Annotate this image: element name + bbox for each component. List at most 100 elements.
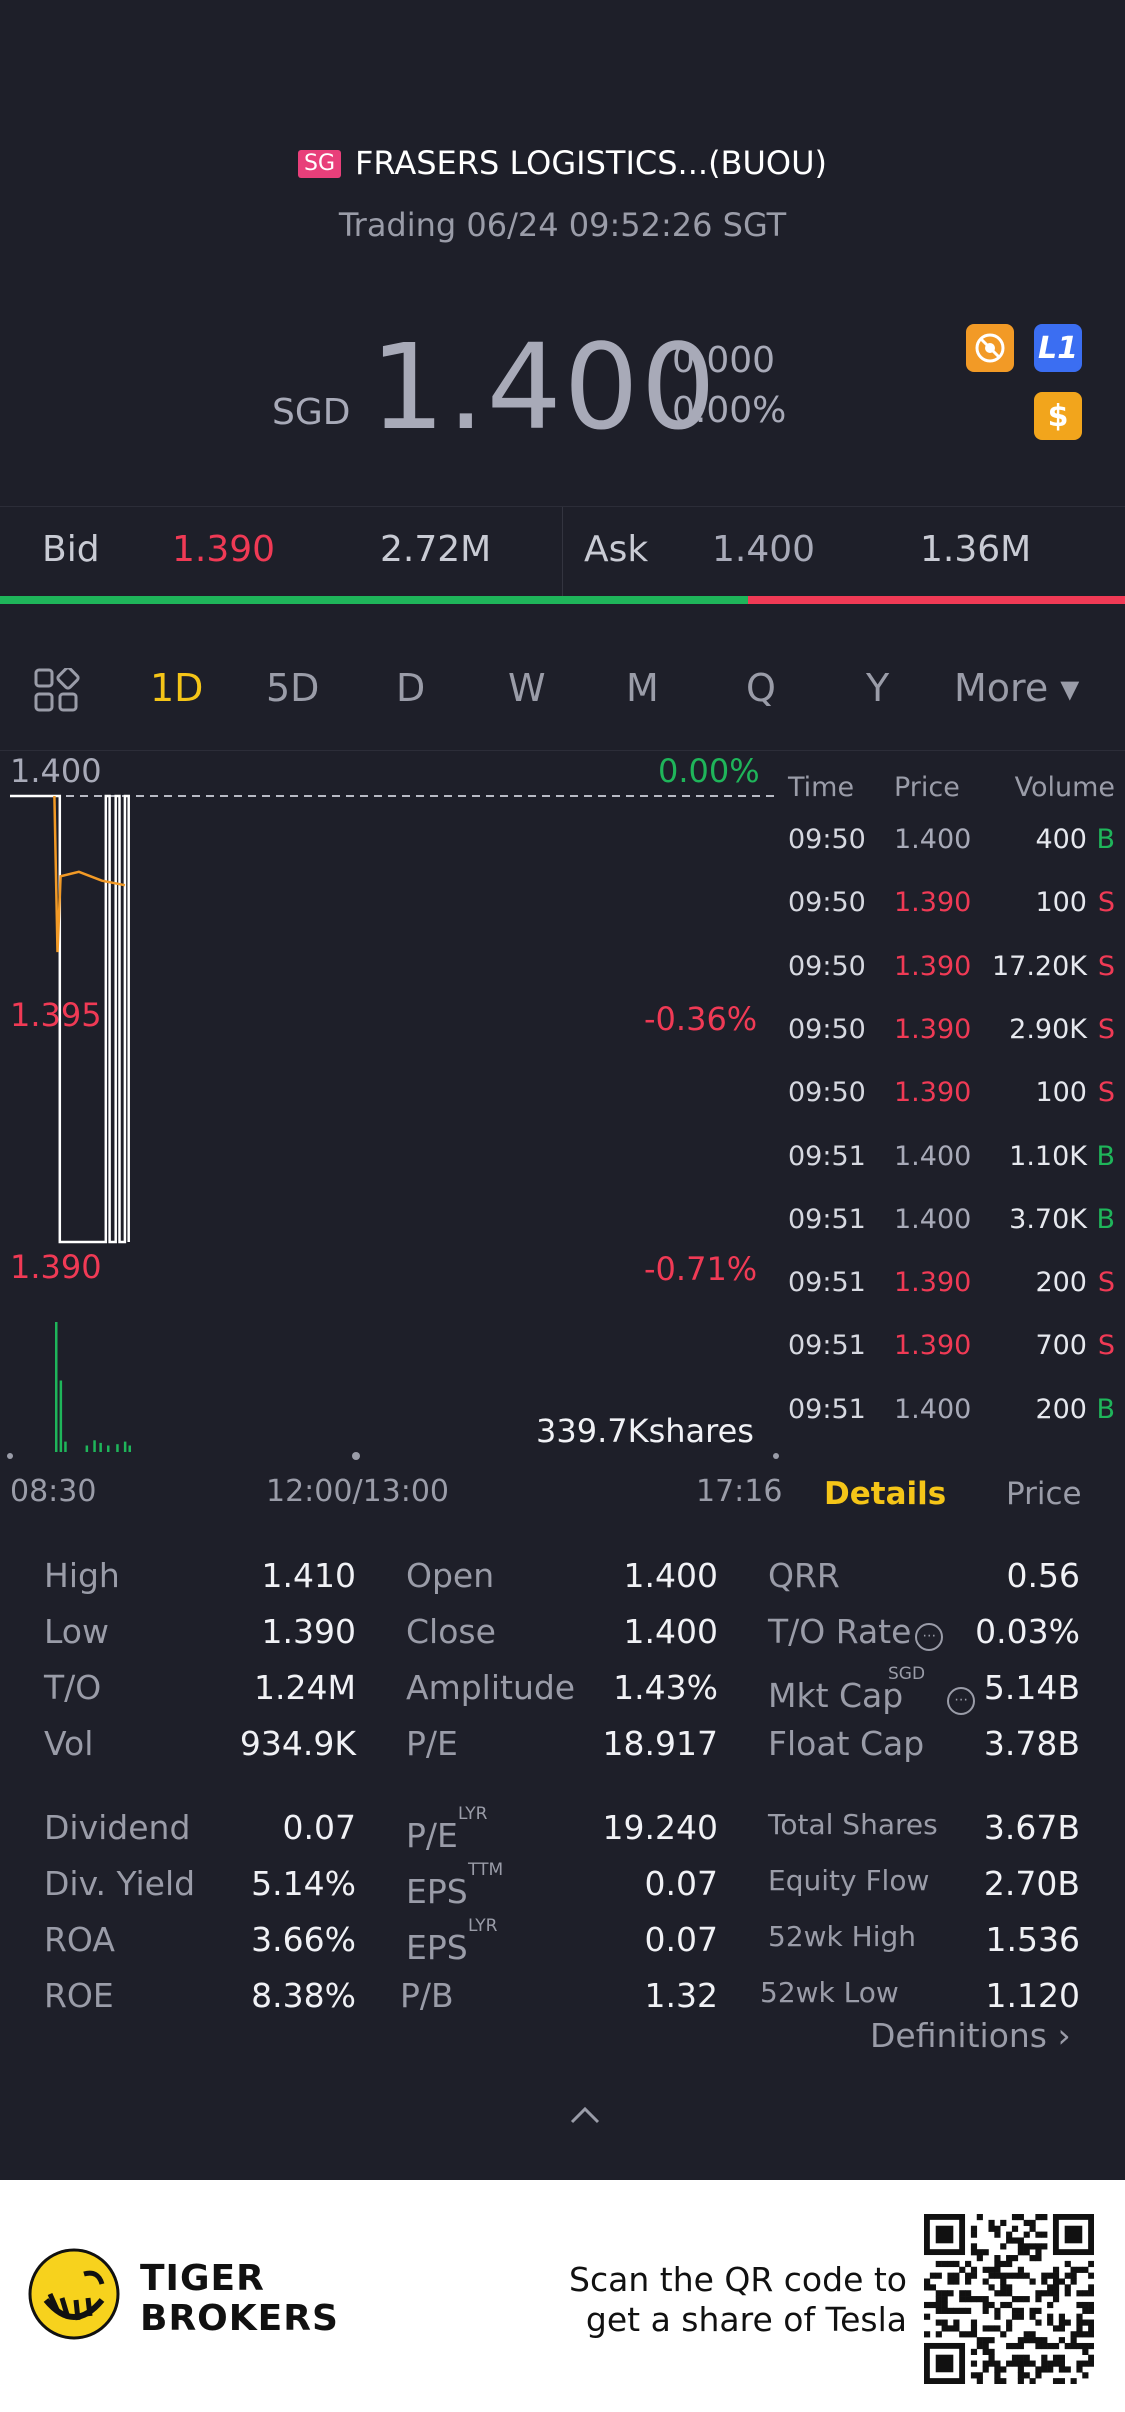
tab-1d[interactable]: 1D <box>150 666 204 710</box>
ts-time: 09:50 <box>788 824 866 855</box>
ts-time: 09:51 <box>788 1267 866 1299</box>
stat-value: 1.400 <box>623 1612 718 1651</box>
stat-label: P/B <box>400 1976 454 2015</box>
stat-label: ROA <box>44 1920 115 1959</box>
ask-strength-bar <box>748 596 1125 604</box>
stat-label-text: High <box>44 1556 120 1595</box>
stat-label-text: Total Shares <box>768 1808 938 1841</box>
average-line <box>53 795 126 953</box>
axis-dot-end <box>773 1453 779 1459</box>
ts-time: 09:50 <box>788 1013 866 1045</box>
tab-q[interactable]: Q <box>746 666 776 710</box>
stat-value: 3.67B <box>983 1808 1080 1847</box>
stat-value: 1.43% <box>613 1668 718 1707</box>
stat-value: 1.390 <box>261 1612 356 1651</box>
volume-bar <box>64 1441 67 1452</box>
bid-ask-panel[interactable]: Bid 1.390 2.72M Ask 1.400 1.36M <box>0 506 1125 597</box>
ts-row: 09:51 1.400 1.10K B <box>780 1141 1125 1181</box>
stat-label-text: Low <box>44 1612 109 1651</box>
stat-label: 52wk Low <box>760 1976 899 2009</box>
stat-label: High <box>44 1556 120 1595</box>
ts-volume: 100 <box>1035 887 1087 919</box>
stat-label-text: EPS <box>406 1872 468 1911</box>
bid-volume: 2.72M <box>380 529 492 570</box>
tab-m[interactable]: M <box>626 666 659 710</box>
stat-label-text: T/O Rate <box>768 1612 912 1651</box>
qr-code-icon[interactable] <box>924 2214 1094 2384</box>
stat-value: 934.9K <box>239 1724 356 1763</box>
stat-label: Low <box>44 1612 109 1651</box>
promo-banner[interactable]: TIGER BROKERS Scan the QR code to get a … <box>0 2180 1125 2412</box>
stat-label: Open <box>406 1556 494 1595</box>
ts-row: 09:51 1.390 700 S <box>780 1330 1125 1370</box>
tab-y[interactable]: Y <box>866 666 890 710</box>
volume-bar <box>59 1380 63 1452</box>
stat-label: Float Cap <box>768 1724 924 1763</box>
tab-details[interactable]: Details <box>824 1476 947 1512</box>
ts-row: 09:50 1.390 2.90K S <box>780 1014 1125 1054</box>
dollar-icon[interactable]: $ <box>1034 392 1082 440</box>
ts-price: 1.390 <box>894 1330 972 1362</box>
level1-icon[interactable]: L1 <box>1034 324 1082 372</box>
volume-bar <box>85 1445 89 1452</box>
chart-layout-icon[interactable] <box>34 668 80 714</box>
promo-text-line2: get a share of Tesla <box>585 2300 907 2339</box>
volume-bars-group <box>55 1322 131 1452</box>
stat-label-text: Div. Yield <box>44 1864 196 1903</box>
ts-volume: 200 <box>1035 1267 1087 1299</box>
ts-header-time: Time <box>788 772 855 803</box>
stat-value: 18.917 <box>602 1724 718 1763</box>
tab-price[interactable]: Price <box>1006 1476 1082 1512</box>
stat-label-text: Float Cap <box>768 1724 925 1763</box>
ts-side: S <box>1097 1077 1115 1109</box>
stat-label: Amplitude <box>406 1668 575 1707</box>
x-tick-mid: 12:00/13:00 <box>266 1474 450 1509</box>
stat-label: T/O <box>44 1668 101 1707</box>
y-tick-bottom: 1.390 <box>10 1248 102 1286</box>
ts-volume: 2.90K <box>1009 1013 1087 1045</box>
tab-5d[interactable]: 5D <box>266 666 320 710</box>
ts-header-price: Price <box>894 772 960 803</box>
ts-volume: 17.20K <box>991 950 1087 982</box>
x-tick-end: 17:16 <box>696 1474 783 1509</box>
intraday-chart[interactable]: 1.400 1.395 1.390 0.00% -0.36% -0.71% 33… <box>0 752 780 1464</box>
stat-label-text: Dividend <box>44 1808 191 1847</box>
stat-value: 8.38% <box>251 1976 356 2015</box>
stat-label-text: Mkt Cap <box>768 1676 904 1715</box>
bid-strength-bar <box>0 596 748 604</box>
stat-label: Dividend <box>44 1808 190 1847</box>
ts-time: 09:50 <box>788 887 866 919</box>
stat-value: 3.78B <box>983 1724 1080 1763</box>
stat-value: 19.240 <box>602 1808 718 1847</box>
ts-side: B <box>1096 1140 1115 1172</box>
ts-time: 09:50 <box>788 950 866 982</box>
tab-d[interactable]: D <box>396 666 426 710</box>
ask-price: 1.400 <box>712 529 816 570</box>
trading-status: Trading 06/24 09:52:26 SGT <box>338 206 787 244</box>
no-trade-icon[interactable] <box>966 324 1014 372</box>
period-tabs: 1D 5D D W M Q Y More ▾ <box>0 650 1125 751</box>
info-icon[interactable]: ⋯ <box>947 1687 976 1715</box>
stat-label-text: 52wk Low <box>760 1976 899 2009</box>
stat-value: 1.32 <box>644 1976 718 2015</box>
ts-price: 1.400 <box>894 1393 972 1425</box>
info-icon[interactable]: ⋯ <box>915 1623 944 1651</box>
chevron-up-icon[interactable] <box>568 2102 602 2128</box>
ts-volume: 700 <box>1035 1330 1087 1362</box>
ts-price: 1.400 <box>894 824 972 855</box>
stat-label: ROE <box>44 1976 114 2015</box>
stat-label: Equity Flow <box>768 1864 929 1897</box>
stat-label: Mkt Cap ⋯ SGD <box>768 1664 976 1715</box>
stat-label-text: Equity Flow <box>768 1864 930 1897</box>
tab-w[interactable]: W <box>508 666 546 710</box>
tab-more[interactable]: More ▾ <box>954 666 1080 710</box>
last-price: 1.400 <box>370 318 718 456</box>
ts-volume: 200 <box>1035 1393 1087 1425</box>
pct-tick-top: 0.00% <box>658 752 760 790</box>
definitions-link[interactable]: Definitions › <box>870 2016 1071 2055</box>
stat-value: 0.03% <box>975 1612 1080 1651</box>
brand-name-line2: BROKERS <box>140 2298 339 2339</box>
stat-value: 1.400 <box>623 1556 718 1595</box>
stat-label-text: P/E <box>406 1816 458 1855</box>
bid-label: Bid <box>42 529 100 570</box>
